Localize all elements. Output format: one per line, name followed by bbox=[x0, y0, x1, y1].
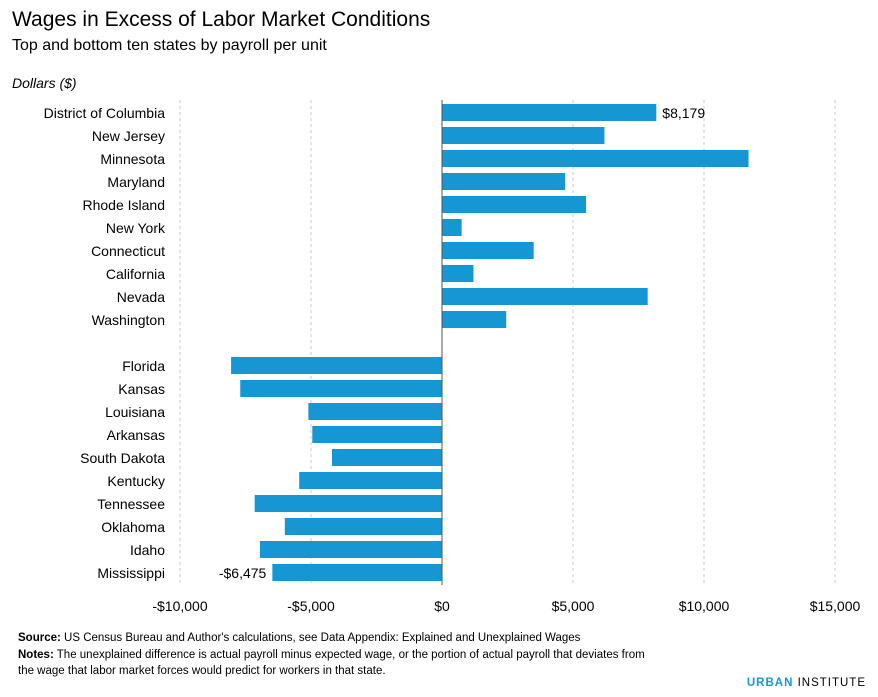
source-label: Source: bbox=[18, 632, 61, 644]
bar bbox=[442, 127, 605, 144]
bar bbox=[312, 426, 442, 443]
category-label: District of Columbia bbox=[44, 105, 166, 121]
x-tick-label: $5,000 bbox=[552, 598, 595, 614]
data-label: -$6,475 bbox=[219, 565, 267, 581]
bar bbox=[442, 150, 749, 167]
category-label: Idaho bbox=[130, 542, 165, 558]
urban-institute-logo: URBAN INSTITUTE bbox=[747, 677, 866, 689]
notes-continued: the wage that labor market forces would … bbox=[18, 663, 386, 679]
source-note: Source: US Census Bureau and Author's ca… bbox=[18, 630, 580, 646]
bar bbox=[254, 495, 442, 512]
bar bbox=[442, 173, 566, 190]
x-tick-label: $15,000 bbox=[810, 598, 861, 614]
bar bbox=[240, 380, 442, 397]
category-label: California bbox=[106, 266, 165, 282]
bar bbox=[308, 403, 442, 420]
category-label: Oklahoma bbox=[101, 519, 165, 535]
notes: Notes: The unexplained difference is act… bbox=[18, 647, 645, 663]
x-tick-label: -$10,000 bbox=[152, 598, 207, 614]
bar bbox=[442, 219, 462, 236]
bar bbox=[442, 104, 657, 121]
category-label: Arkansas bbox=[107, 427, 165, 443]
category-label: Nevada bbox=[117, 289, 165, 305]
category-label: Mississippi bbox=[97, 565, 165, 581]
category-label: Florida bbox=[122, 358, 165, 374]
category-label: Kentucky bbox=[107, 473, 165, 489]
category-label: Washington bbox=[92, 312, 165, 328]
x-tick-label: -$5,000 bbox=[287, 598, 335, 614]
category-label: Rhode Island bbox=[82, 197, 165, 213]
data-label: $8,179 bbox=[662, 105, 705, 121]
bar bbox=[284, 518, 442, 535]
chart-title: Wages in Excess of Labor Market Conditio… bbox=[12, 8, 431, 31]
x-tick-label: $10,000 bbox=[679, 598, 730, 614]
category-label: Tennessee bbox=[97, 496, 165, 512]
category-label: Maryland bbox=[107, 174, 165, 190]
bar bbox=[442, 288, 648, 305]
category-label: Minnesota bbox=[100, 151, 165, 167]
x-tick-label: $0 bbox=[434, 598, 450, 614]
bar bbox=[272, 564, 442, 581]
bar bbox=[442, 265, 474, 282]
brand-light: INSTITUTE bbox=[797, 677, 866, 689]
category-label: Connecticut bbox=[91, 243, 165, 259]
category-label: New Jersey bbox=[92, 128, 165, 144]
axis-unit-label: Dollars ($) bbox=[12, 75, 77, 91]
category-label: South Dakota bbox=[80, 450, 165, 466]
bar bbox=[299, 472, 442, 489]
chart-subtitle: Top and bottom ten states by payroll per… bbox=[12, 37, 327, 54]
bar bbox=[442, 196, 587, 213]
bar bbox=[442, 242, 534, 259]
notes-text-2: the wage that labor market forces would … bbox=[18, 665, 386, 677]
notes-label: Notes: bbox=[18, 649, 54, 661]
bar bbox=[231, 357, 442, 374]
bar bbox=[331, 449, 442, 466]
category-label: Louisiana bbox=[105, 404, 165, 420]
category-label: Kansas bbox=[118, 381, 165, 397]
notes-text-1: The unexplained difference is actual pay… bbox=[53, 649, 645, 661]
category-label: New York bbox=[106, 220, 166, 236]
bar bbox=[442, 311, 507, 328]
bar bbox=[259, 541, 442, 558]
bar-chart: -$10,000 -$5,000 $0 $5,000 $10,000 $15,000 Dis… bbox=[44, 100, 861, 614]
brand-bold: URBAN bbox=[746, 677, 794, 689]
source-text: US Census Bureau and Author's calculatio… bbox=[60, 632, 581, 644]
